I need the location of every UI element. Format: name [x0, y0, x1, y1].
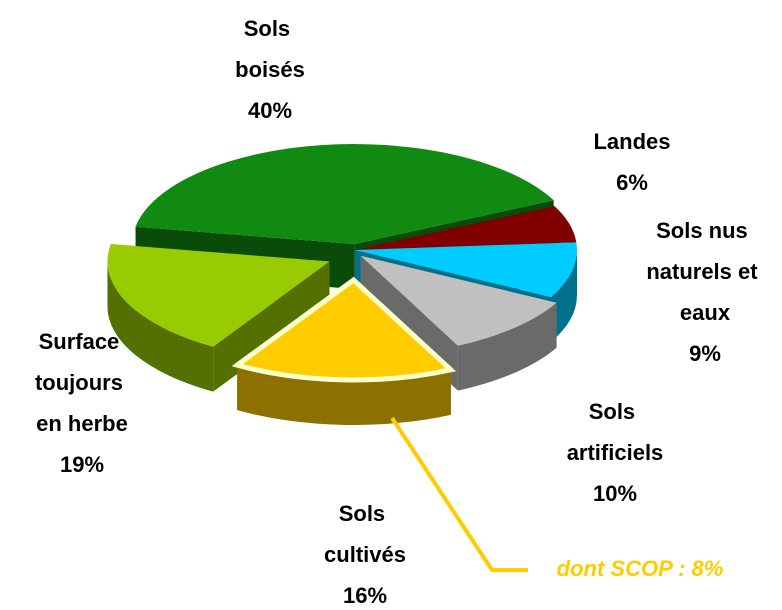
- slice: [135, 144, 554, 245]
- category-label: Sols artificiels: [567, 399, 664, 465]
- label-line: artificiels: [567, 440, 664, 465]
- value-label: 9%: [689, 341, 721, 366]
- slice: [355, 242, 577, 297]
- label-line: en herbe: [36, 411, 128, 436]
- label-line: Sols: [244, 16, 297, 41]
- label-line: Sols: [589, 399, 642, 424]
- slice-side: [107, 261, 214, 392]
- category-label: Sols boisés: [235, 16, 305, 82]
- label-line: Sols nus: [656, 218, 754, 243]
- category-label: Landes: [593, 129, 670, 154]
- slice: [107, 244, 330, 347]
- pie: [107, 144, 577, 425]
- value-label: 10%: [593, 481, 637, 506]
- label-line: toujours: [35, 370, 129, 395]
- slice-side: [457, 302, 557, 391]
- label-line: naturels et: [646, 259, 763, 284]
- label-line: Sols: [339, 501, 392, 526]
- slice: [355, 206, 577, 250]
- annotation-leader: [390, 416, 528, 572]
- slice: [360, 255, 557, 346]
- label-line: Surface: [39, 329, 126, 354]
- label-line: cultivés: [324, 542, 406, 567]
- label-line: eaux: [680, 300, 731, 325]
- value-label: 40%: [248, 98, 292, 123]
- value-label: 16%: [343, 583, 387, 608]
- category-label: Sols nus naturels et eaux: [646, 218, 763, 325]
- value-label: 19%: [60, 452, 104, 477]
- label-line: boisés: [235, 57, 305, 82]
- label-line: Landes: [593, 129, 670, 154]
- slice: [231, 276, 457, 383]
- category-label: Sols cultivés: [324, 501, 406, 567]
- slice-side: [551, 250, 577, 342]
- value-label: 6%: [616, 170, 648, 195]
- annotation: dont SCOP : 8%: [557, 556, 724, 581]
- category-label: Surface toujours en herbe: [35, 329, 129, 436]
